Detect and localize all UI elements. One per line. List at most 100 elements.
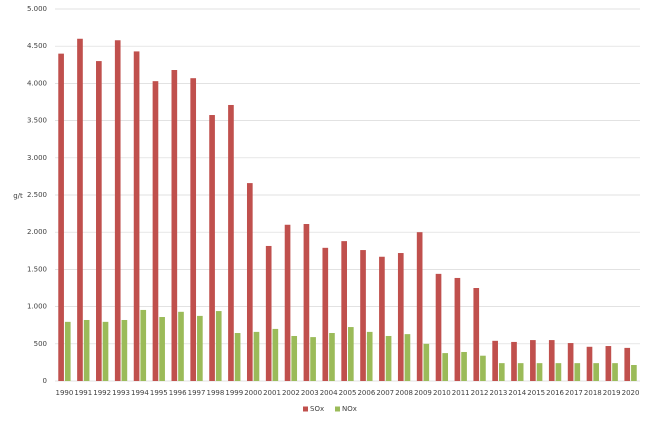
bar: [517, 363, 524, 381]
bar: [209, 115, 215, 382]
bar: [190, 78, 197, 381]
x-tick-label: 2015: [527, 389, 545, 397]
x-tick-label: 2012: [471, 389, 489, 397]
x-tick-label: 1996: [169, 389, 187, 397]
bar: [379, 256, 385, 381]
bar: [121, 319, 128, 381]
bar: [511, 341, 517, 381]
bar: [234, 333, 241, 381]
bar: [64, 321, 71, 381]
bar: [442, 353, 449, 381]
y-axis-label: g/t: [13, 192, 23, 200]
x-tick-label: 1990: [56, 389, 74, 397]
y-tick-label: 4.500: [27, 42, 47, 50]
bar: [498, 363, 505, 381]
bar: [228, 104, 234, 381]
bar: [397, 253, 404, 381]
x-tick-label: 1995: [150, 389, 168, 397]
x-tick-label: 2010: [433, 389, 451, 397]
x-tick-label: 2019: [603, 389, 621, 397]
bar: [624, 347, 631, 381]
bar: [284, 224, 291, 381]
x-tick-label: 2003: [301, 389, 319, 397]
x-tick-label: 2008: [395, 389, 413, 397]
x-tick-label: 1993: [112, 389, 130, 397]
x-tick-label: 2004: [320, 389, 338, 397]
bar: [435, 273, 442, 381]
bar: [322, 247, 329, 381]
legend-swatch: [303, 406, 308, 412]
bar: [77, 38, 83, 381]
y-tick-label: 3.500: [27, 117, 47, 125]
x-tick-label: 2017: [565, 389, 583, 397]
bar: [178, 311, 184, 381]
x-tick-label: 1998: [206, 389, 224, 397]
bar: [454, 277, 461, 381]
bar: [133, 51, 140, 382]
bar: [159, 317, 165, 381]
x-tick-label: 2011: [452, 389, 470, 397]
bar: [265, 245, 272, 381]
x-tick-label: 1997: [188, 389, 206, 397]
bar: [631, 365, 637, 381]
bar: [140, 309, 147, 381]
bar: [197, 315, 203, 381]
bar: [114, 40, 121, 382]
legend-swatch: [335, 406, 340, 412]
x-tick-label: 2016: [546, 389, 564, 397]
bar: [473, 288, 480, 381]
bar: [366, 331, 373, 381]
x-tick-label: 2009: [414, 389, 432, 397]
bar: [329, 333, 335, 381]
y-tick-label: 2.500: [27, 191, 47, 199]
bar: [461, 351, 467, 381]
bar: [102, 321, 109, 381]
bar: [303, 224, 310, 381]
x-tick-label: 1999: [225, 389, 243, 397]
x-tick-label: 1992: [93, 389, 111, 397]
bar: [152, 81, 159, 381]
y-tick-label: 1.000: [27, 303, 47, 311]
x-tick-label: 2007: [376, 389, 394, 397]
x-tick-label: 2020: [622, 389, 640, 397]
bar: [246, 183, 253, 381]
y-tick-label: 1.500: [27, 265, 47, 273]
bar: [310, 337, 316, 381]
bar: [555, 363, 562, 381]
bar: [605, 346, 612, 381]
bar: [215, 311, 222, 381]
x-tick-label: 2014: [508, 389, 526, 397]
x-tick-label: 2000: [244, 389, 262, 397]
bar: [612, 363, 618, 381]
x-tick-label: 1991: [74, 389, 92, 397]
bar: [492, 340, 498, 381]
bar: [58, 53, 64, 381]
bar: [548, 340, 555, 381]
bar: [480, 355, 486, 381]
y-tick-label: 2.000: [27, 228, 47, 236]
bar: [253, 331, 260, 381]
bar: [272, 328, 279, 381]
bar: [423, 343, 430, 381]
y-tick-label: 5.000: [27, 5, 47, 13]
bar: [96, 61, 102, 382]
y-tick-label: 4.000: [27, 79, 47, 87]
bar: [530, 340, 536, 381]
x-tick-label: 2006: [357, 389, 375, 397]
bar: [574, 363, 581, 381]
bar: [586, 346, 593, 381]
legend-label: SOx: [310, 405, 324, 413]
bar: [341, 241, 347, 381]
x-tick-label: 2018: [584, 389, 602, 397]
x-tick-label: 2005: [339, 389, 357, 397]
bar: [291, 335, 298, 381]
bar: [348, 327, 354, 381]
bar: [360, 250, 366, 381]
bar: [83, 319, 90, 381]
bar: [593, 363, 599, 381]
y-tick-label: 3.000: [27, 154, 47, 162]
x-tick-label: 2001: [263, 389, 281, 397]
legend-label: NOx: [342, 405, 357, 413]
bar: [536, 363, 543, 381]
